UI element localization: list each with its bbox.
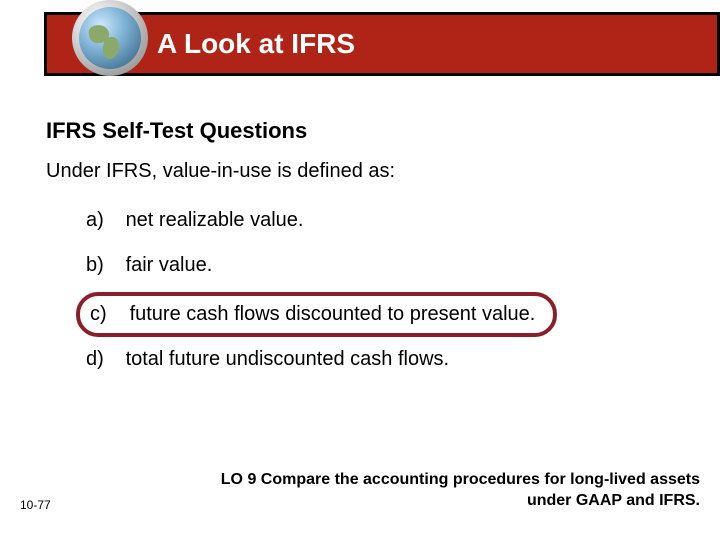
slide-title: A Look at IFRS — [157, 28, 355, 60]
option-letter: b) — [86, 254, 120, 277]
option-text: fair value. — [126, 254, 213, 276]
option-c-correct: c) future cash flows discounted to prese… — [76, 292, 557, 337]
option-text: future cash flows discounted to present … — [130, 303, 536, 325]
answer-options: a) net realizable value. b) fair value. … — [76, 200, 660, 384]
option-text: net realizable value. — [126, 209, 304, 231]
learning-objective: LO 9 Compare the accounting procedures f… — [220, 470, 700, 512]
question-text: Under IFRS, value-in-use is defined as: — [46, 160, 395, 183]
globe-land — [103, 37, 119, 59]
option-text: total future undiscounted cash flows. — [126, 348, 450, 370]
option-letter: c) — [90, 303, 124, 326]
globe-surface — [79, 7, 141, 69]
slide-footer: 10-77 LO 9 Compare the accounting proced… — [20, 470, 700, 512]
option-c-wrap: c) future cash flows discounted to prese… — [76, 290, 660, 339]
option-letter: d) — [86, 348, 120, 371]
slide: A Look at IFRS IFRS Self-Test Questions … — [0, 0, 720, 540]
option-b: b) fair value. — [76, 245, 660, 286]
globe-icon — [72, 0, 148, 76]
slide-number: 10-77 — [20, 498, 51, 512]
section-subtitle: IFRS Self-Test Questions — [46, 118, 307, 144]
option-a: a) net realizable value. — [76, 200, 660, 241]
option-letter: a) — [86, 209, 120, 232]
option-d: d) total future undiscounted cash flows. — [76, 339, 660, 380]
